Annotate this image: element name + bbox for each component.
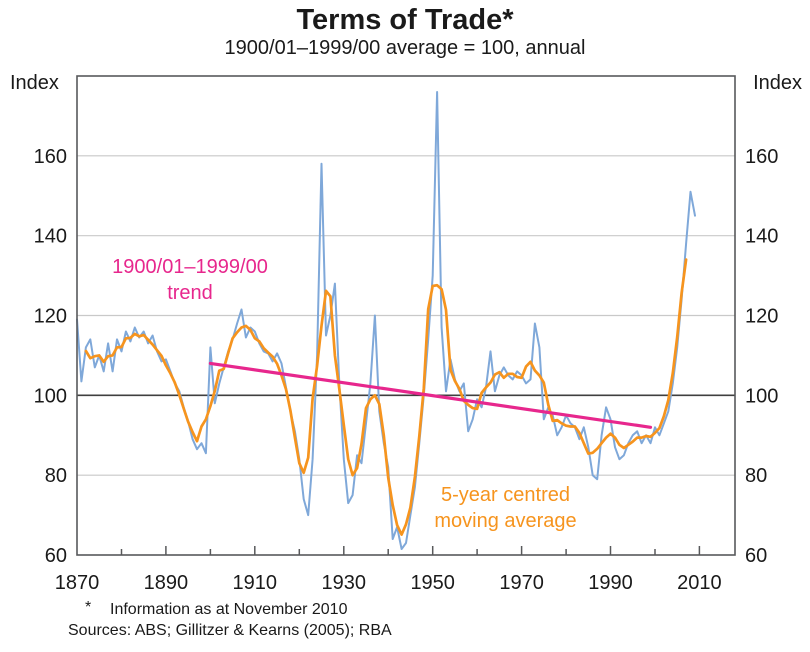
footnote-text: Information as at November 2010 [110,601,348,618]
x-tick-label-1890: 1890 [144,572,189,594]
y-tick-label-left-60: 60 [45,545,67,567]
y-tick-label-left-120: 120 [34,306,67,328]
y-tick-label-right-60: 60 [745,545,767,567]
moving-average-annotation-line2: moving average [434,510,577,532]
x-tick-label-2010: 2010 [677,572,722,594]
x-tick-label-1910: 1910 [233,572,278,594]
y-tick-label-right-120: 120 [745,306,778,328]
footnote-marker: * [85,599,92,616]
x-tick-label-1950: 1950 [410,572,455,594]
trend-annotation-line2: trend [167,282,213,304]
trend-annotation: 1900/01–1999/00 trend [85,254,295,306]
sources-text: Sources: ABS; Gillitzer & Kearns (2005);… [68,622,392,639]
chart-subtitle: 1900/01–1999/00 average = 100, annual [224,37,586,59]
y-tick-label-right-160: 160 [745,146,778,168]
x-tick-label-1990: 1990 [588,572,633,594]
y-tick-label-left-140: 140 [34,226,67,248]
x-tick-label-1970: 1970 [499,572,544,594]
series-trend [208,361,653,429]
y-tick-label-left-100: 100 [34,385,67,407]
y-tick-label-right-100: 100 [745,385,778,407]
moving-average-annotation: 5-year centred moving average [398,482,613,534]
moving-average-annotation-line1: 5-year centred [441,484,570,506]
trend-annotation-line1: 1900/01–1999/00 [112,256,268,278]
x-tick-label-1870: 1870 [55,572,100,594]
x-tick-label-1930: 1930 [322,572,367,594]
y-tick-label-left-80: 80 [45,465,67,487]
y-tick-label-right-80: 80 [745,465,767,487]
series-annual [76,91,696,550]
series-moving-average [84,258,688,536]
y-tick-label-right-140: 140 [745,226,778,248]
chart-title: Terms of Trade* [296,4,514,36]
y-axis-unit-label-left: Index [10,72,59,94]
y-tick-label-left-160: 160 [34,146,67,168]
y-axis-unit-label-right: Index [753,72,802,94]
plot-frame [76,75,736,556]
